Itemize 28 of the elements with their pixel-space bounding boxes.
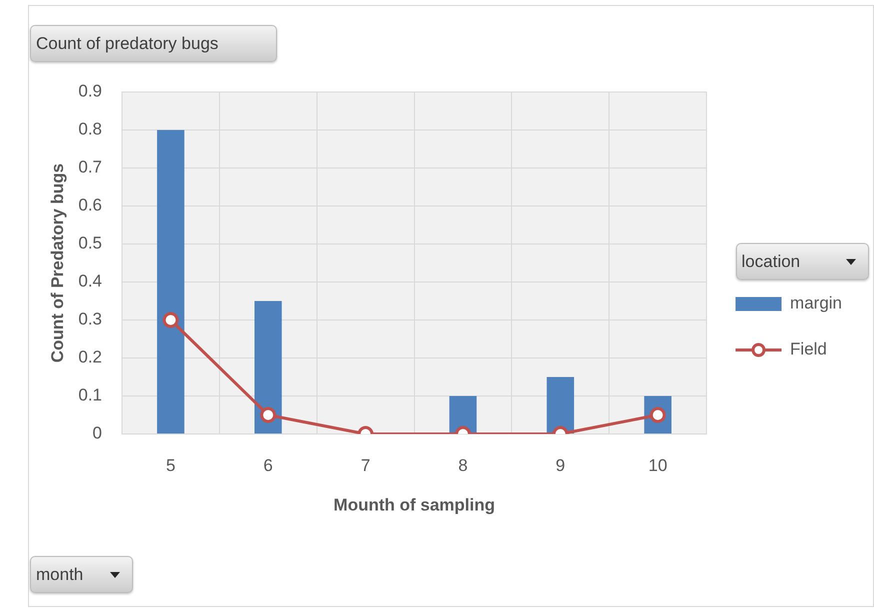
legend-label: margin xyxy=(790,294,842,313)
y-tick-label: 0.1 xyxy=(78,386,102,405)
y-tick-label: 0.9 xyxy=(78,82,102,101)
y-tick-label: 0 xyxy=(92,424,102,443)
legend-label: Field xyxy=(790,340,827,359)
y-tick-label: 0.5 xyxy=(78,234,102,253)
bar xyxy=(254,301,282,434)
x-tick-label: 8 xyxy=(458,456,468,475)
bar xyxy=(157,130,184,434)
y-tick-label: 0.7 xyxy=(78,158,102,177)
y-axis-title: Count of Predatory bugs xyxy=(48,163,67,363)
y-tick-label: 0.4 xyxy=(78,272,102,291)
y-tick-label: 0.2 xyxy=(78,348,102,367)
bar xyxy=(546,377,574,434)
x-tick-label: 10 xyxy=(648,456,668,475)
x-tick-label: 9 xyxy=(556,456,566,475)
legend-title: location xyxy=(742,252,800,272)
y-tick-label: 0.3 xyxy=(78,310,102,329)
x-axis-title: Mounth of sampling xyxy=(334,495,496,514)
field-button: month xyxy=(30,556,133,593)
field-button: Count of predatory bugs xyxy=(30,25,277,62)
chart-title: Count of predatory bugs xyxy=(36,34,218,54)
x-tick-label: 7 xyxy=(360,456,370,475)
field-button: location xyxy=(736,243,869,280)
y-tick-label: 0.6 xyxy=(78,196,102,215)
y-tick-label: 0.8 xyxy=(78,120,102,139)
x-tick-label: 5 xyxy=(166,456,176,475)
x-tick-label: 6 xyxy=(263,456,273,475)
